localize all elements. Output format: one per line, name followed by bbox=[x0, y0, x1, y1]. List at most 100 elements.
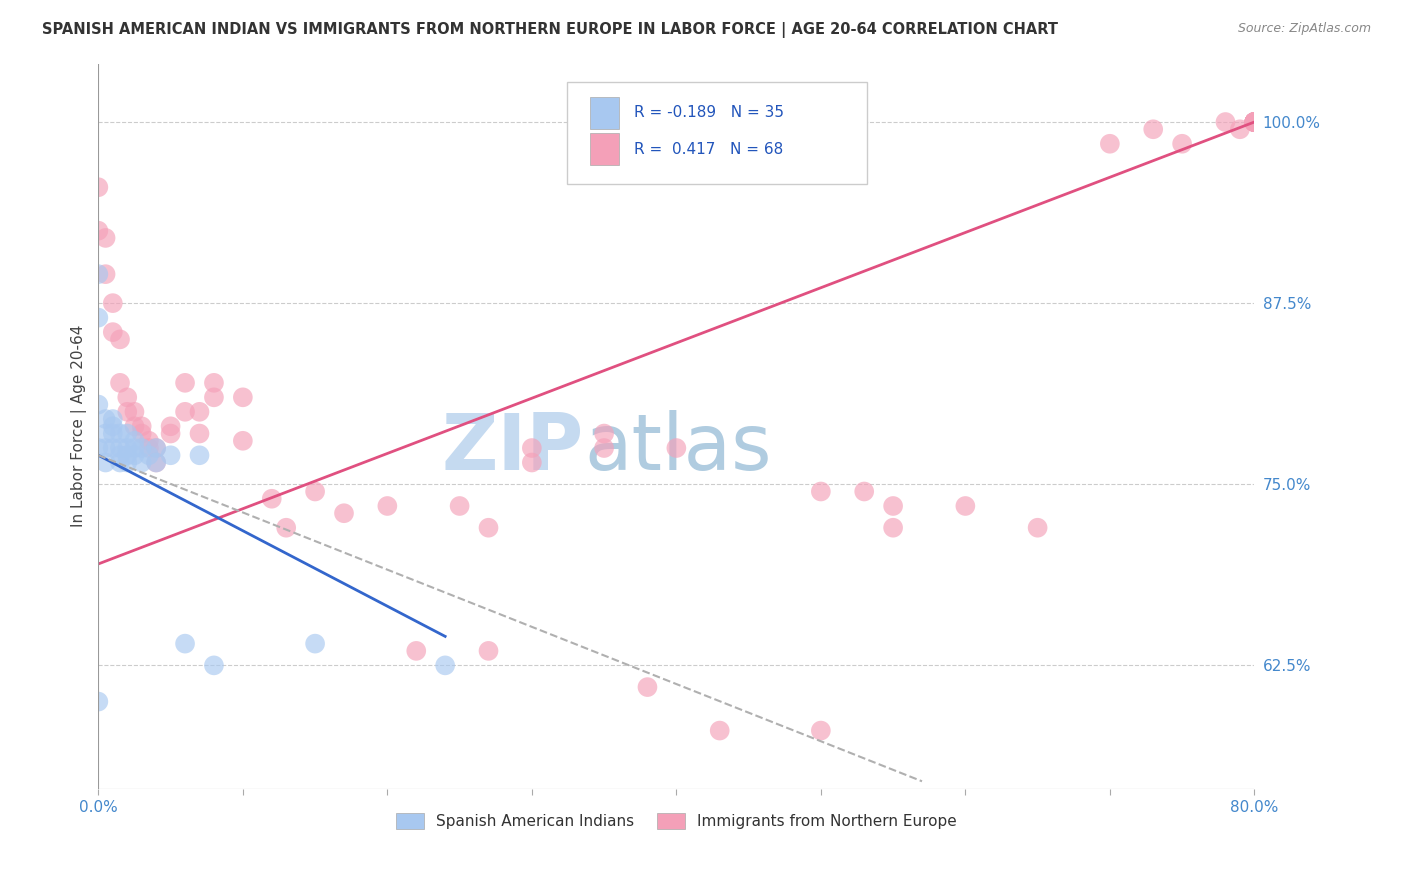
Point bbox=[101, 441, 124, 455]
Point bbox=[882, 499, 904, 513]
Point bbox=[174, 405, 197, 419]
Point bbox=[94, 412, 117, 426]
Point bbox=[202, 658, 225, 673]
Point bbox=[131, 426, 153, 441]
Point bbox=[1243, 115, 1265, 129]
Point bbox=[174, 376, 197, 390]
Point bbox=[853, 484, 876, 499]
Point bbox=[232, 434, 254, 448]
Point bbox=[101, 325, 124, 339]
Point bbox=[1229, 122, 1251, 136]
Point bbox=[1243, 115, 1265, 129]
Point bbox=[202, 390, 225, 404]
Point bbox=[636, 680, 658, 694]
Point bbox=[87, 310, 110, 325]
Point bbox=[87, 441, 110, 455]
Point bbox=[304, 637, 326, 651]
Point bbox=[145, 456, 167, 470]
Point bbox=[87, 695, 110, 709]
Bar bbox=[589, 133, 619, 166]
Point bbox=[174, 637, 197, 651]
Point bbox=[1243, 115, 1265, 129]
Point bbox=[117, 390, 139, 404]
Point bbox=[108, 456, 131, 470]
Text: ZIP: ZIP bbox=[441, 410, 583, 486]
Point bbox=[124, 419, 146, 434]
Point bbox=[117, 426, 139, 441]
Point bbox=[101, 412, 124, 426]
Point bbox=[1243, 115, 1265, 129]
Point bbox=[117, 456, 139, 470]
Point bbox=[117, 405, 139, 419]
Text: Source: ZipAtlas.com: Source: ZipAtlas.com bbox=[1237, 22, 1371, 36]
Point bbox=[520, 456, 543, 470]
Point bbox=[159, 448, 181, 462]
Point bbox=[1243, 115, 1265, 129]
Point bbox=[709, 723, 731, 738]
Point bbox=[520, 441, 543, 455]
Point bbox=[188, 426, 211, 441]
Point bbox=[1243, 115, 1265, 129]
Point bbox=[159, 419, 181, 434]
Point bbox=[87, 398, 110, 412]
Point bbox=[1171, 136, 1194, 151]
Point bbox=[276, 521, 298, 535]
Point bbox=[1243, 115, 1265, 129]
Point bbox=[124, 405, 146, 419]
Point bbox=[810, 484, 832, 499]
Point bbox=[108, 448, 131, 462]
Point bbox=[117, 448, 139, 462]
Point bbox=[87, 224, 110, 238]
Point bbox=[131, 419, 153, 434]
Point bbox=[232, 390, 254, 404]
Point bbox=[1243, 115, 1265, 129]
Point bbox=[593, 441, 616, 455]
Text: atlas: atlas bbox=[583, 410, 772, 486]
Point bbox=[1243, 115, 1265, 129]
Point bbox=[131, 456, 153, 470]
Point bbox=[810, 723, 832, 738]
Point bbox=[477, 521, 499, 535]
Point bbox=[101, 296, 124, 310]
Point bbox=[304, 484, 326, 499]
Point bbox=[108, 332, 131, 346]
Point bbox=[94, 456, 117, 470]
Point bbox=[108, 426, 131, 441]
Bar bbox=[589, 96, 619, 129]
Point bbox=[593, 426, 616, 441]
Point bbox=[87, 180, 110, 194]
Point bbox=[138, 448, 160, 462]
Point bbox=[1098, 136, 1121, 151]
Point bbox=[405, 644, 427, 658]
Point bbox=[138, 434, 160, 448]
Point bbox=[117, 441, 139, 455]
Point bbox=[1243, 115, 1265, 129]
Point bbox=[94, 441, 117, 455]
Point bbox=[138, 441, 160, 455]
Point bbox=[665, 441, 688, 455]
Y-axis label: In Labor Force | Age 20-64: In Labor Force | Age 20-64 bbox=[72, 325, 87, 527]
Point bbox=[94, 426, 117, 441]
Point bbox=[188, 448, 211, 462]
Point bbox=[87, 267, 110, 281]
Point bbox=[1215, 115, 1237, 129]
Point bbox=[1026, 521, 1049, 535]
Point bbox=[882, 521, 904, 535]
Point bbox=[377, 499, 399, 513]
Point bbox=[131, 441, 153, 455]
Point bbox=[434, 658, 457, 673]
Point bbox=[101, 419, 124, 434]
Point bbox=[145, 456, 167, 470]
Point bbox=[108, 441, 131, 455]
Text: R = -0.189   N = 35: R = -0.189 N = 35 bbox=[634, 105, 783, 120]
Text: SPANISH AMERICAN INDIAN VS IMMIGRANTS FROM NORTHERN EUROPE IN LABOR FORCE | AGE : SPANISH AMERICAN INDIAN VS IMMIGRANTS FR… bbox=[42, 22, 1059, 38]
Point bbox=[124, 441, 146, 455]
Point bbox=[188, 405, 211, 419]
Point bbox=[1243, 115, 1265, 129]
Point bbox=[101, 426, 124, 441]
Point bbox=[260, 491, 283, 506]
Point bbox=[124, 448, 146, 462]
Point bbox=[108, 376, 131, 390]
Point bbox=[333, 506, 356, 520]
Legend: Spanish American Indians, Immigrants from Northern Europe: Spanish American Indians, Immigrants fro… bbox=[389, 807, 963, 835]
